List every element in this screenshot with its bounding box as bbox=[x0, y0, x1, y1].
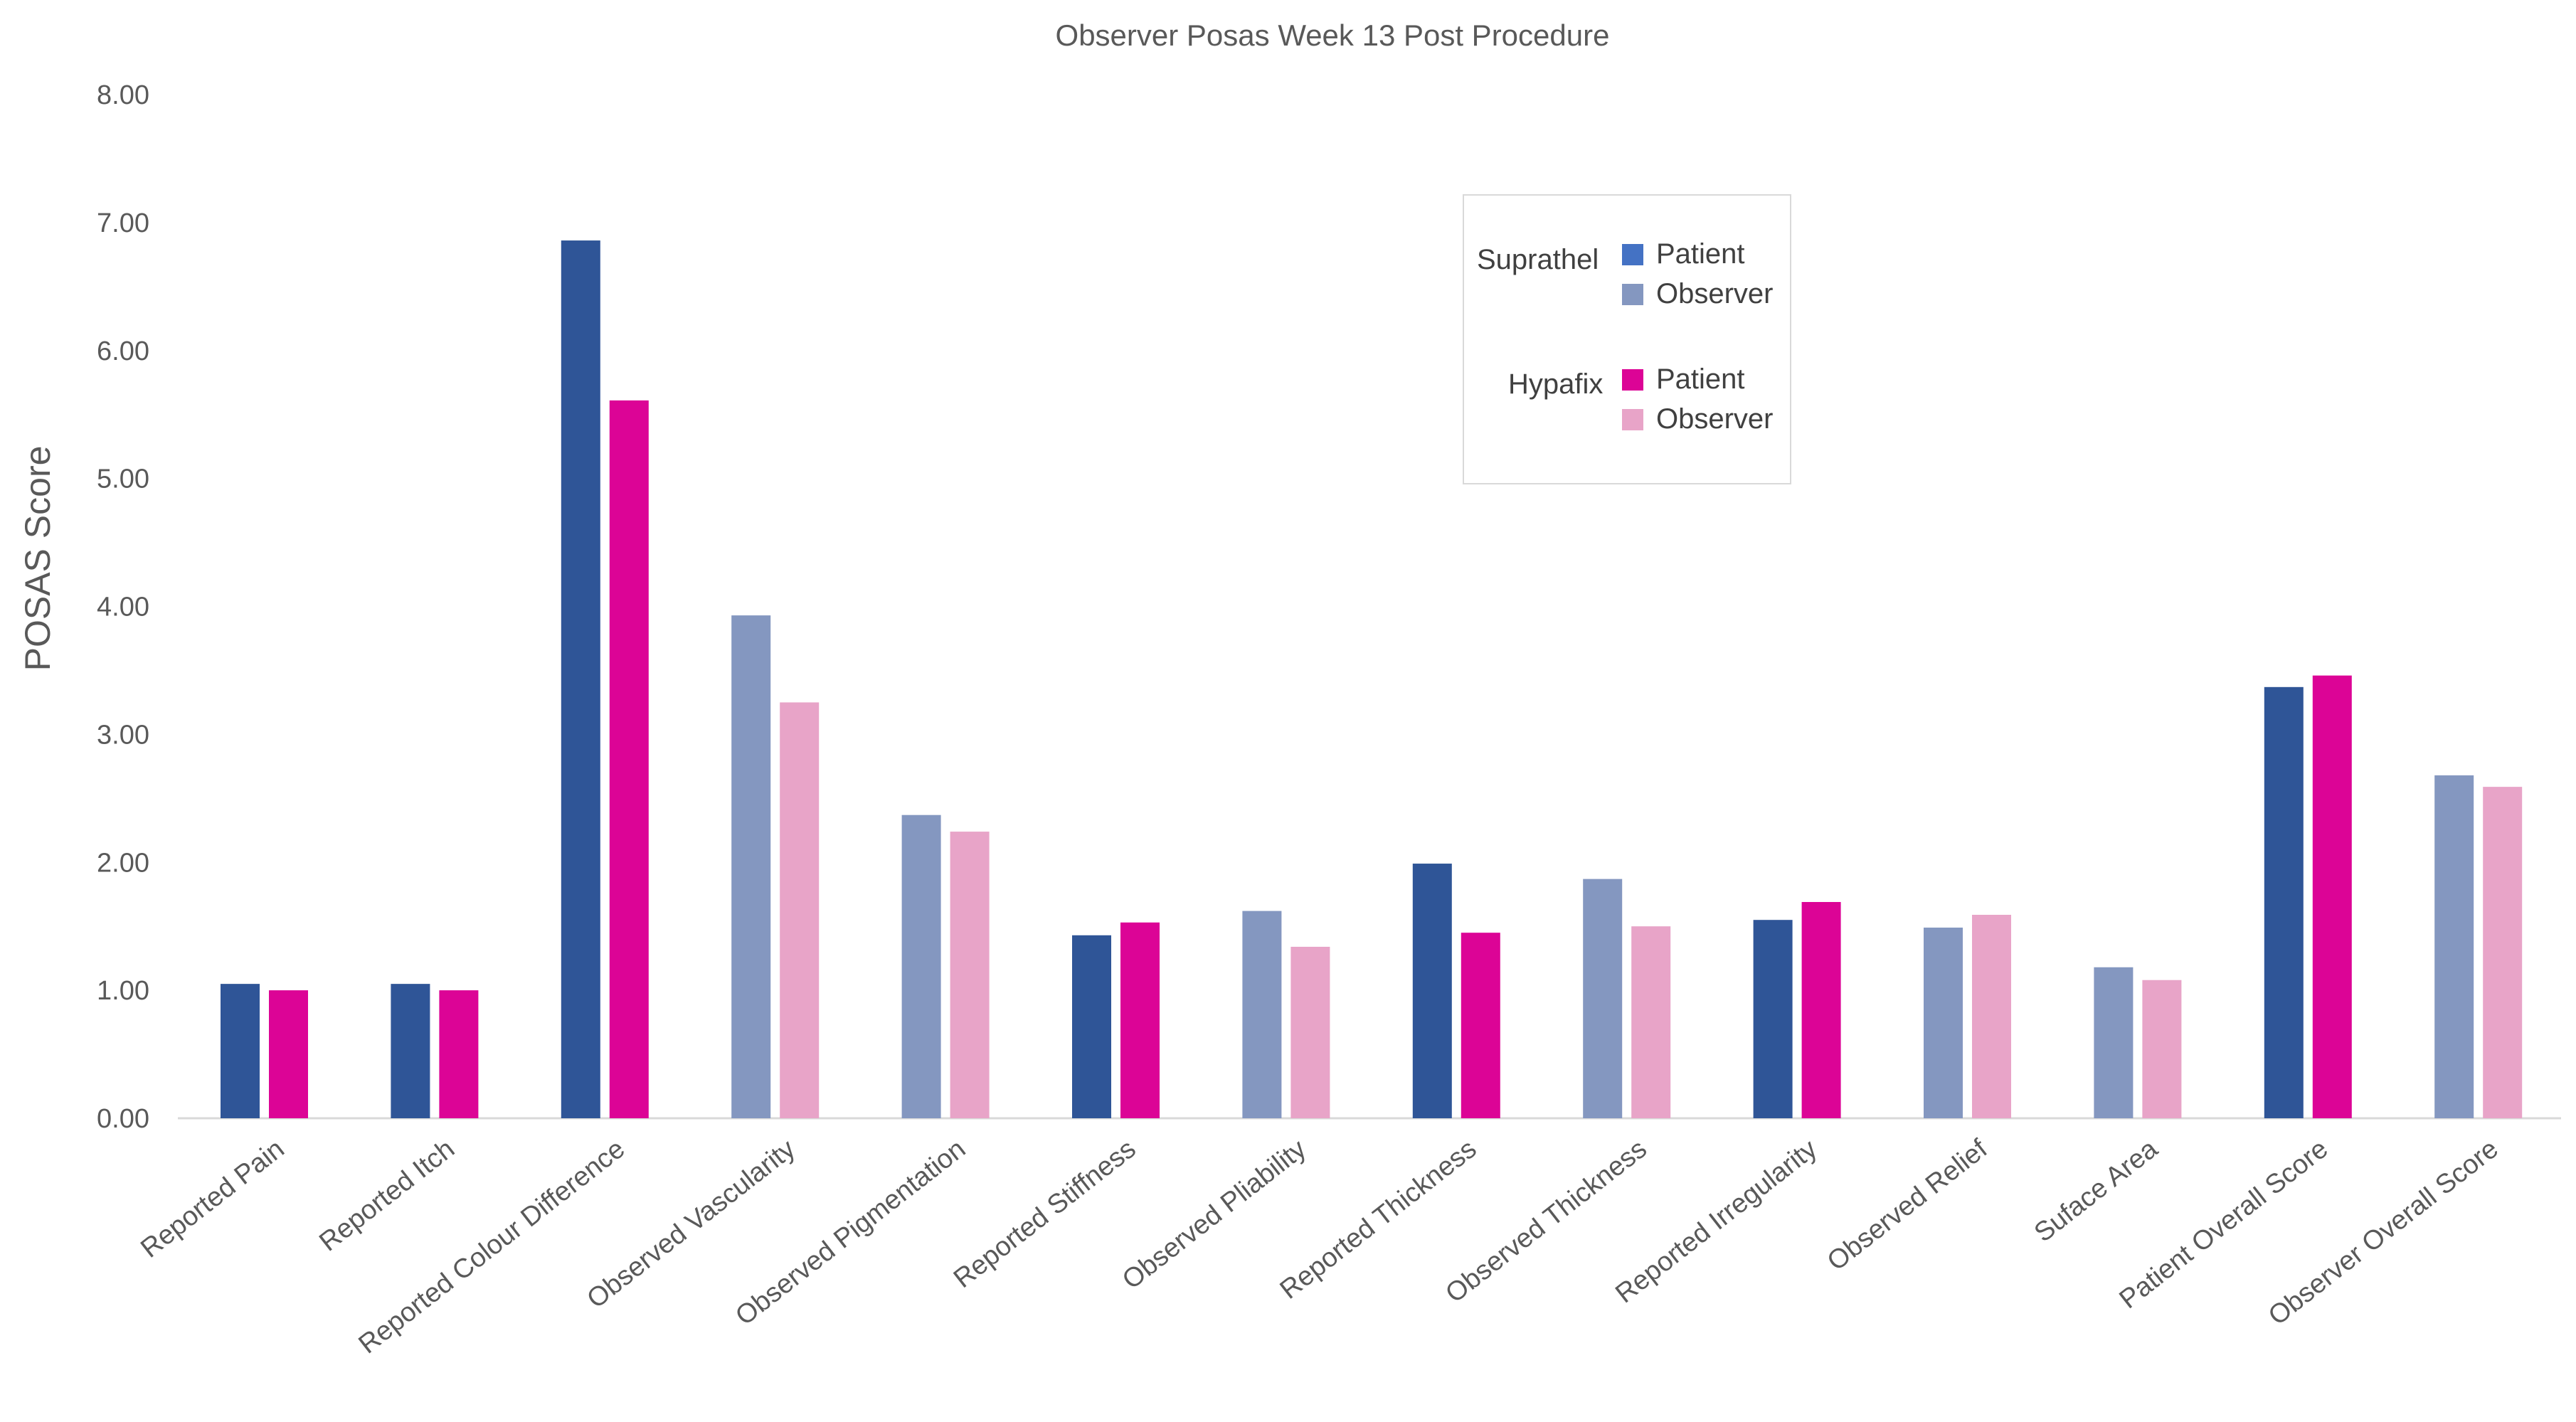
legend-entry-label: Observer bbox=[1656, 403, 1774, 435]
y-tick-label: 4.00 bbox=[97, 593, 149, 622]
legend-entry-label: Observer bbox=[1656, 278, 1774, 309]
bar-suprathel bbox=[1412, 864, 1452, 1118]
bar-suprathel bbox=[391, 984, 430, 1118]
legend-swatch bbox=[1622, 283, 1643, 305]
y-tick-label: 7.00 bbox=[97, 208, 149, 238]
x-tick-label: Reported Itch bbox=[314, 1134, 460, 1258]
x-tick-label: Observed Relief bbox=[1822, 1134, 1993, 1277]
bar-hypafix bbox=[439, 990, 479, 1118]
legend-swatch bbox=[1622, 368, 1643, 391]
bar-suprathel bbox=[561, 240, 600, 1118]
bar-suprathel bbox=[901, 815, 941, 1118]
bar-hypafix bbox=[1972, 914, 2011, 1118]
y-tick-label: 8.00 bbox=[97, 80, 149, 110]
y-tick-label: 1.00 bbox=[97, 976, 149, 1006]
bar-suprathel bbox=[731, 615, 771, 1118]
bar-hypafix bbox=[950, 832, 990, 1118]
bar-suprathel bbox=[2434, 775, 2474, 1118]
legend-entry: Patient bbox=[1622, 238, 1745, 270]
bar-hypafix bbox=[609, 400, 649, 1118]
y-tick-label: 0.00 bbox=[97, 1104, 149, 1134]
y-tick-label: 2.00 bbox=[97, 848, 149, 878]
legend-entry: Observer bbox=[1622, 278, 1774, 310]
bar-hypafix bbox=[2312, 675, 2352, 1118]
legend-entry: Observer bbox=[1622, 403, 1774, 435]
legend-swatch bbox=[1622, 408, 1643, 430]
bar-suprathel bbox=[221, 984, 260, 1118]
y-tick-label: 3.00 bbox=[97, 720, 149, 750]
legend-entry-label: Patient bbox=[1656, 364, 1745, 395]
bar-hypafix bbox=[269, 990, 308, 1118]
y-tick-label: 6.00 bbox=[97, 336, 149, 366]
bar-hypafix bbox=[1801, 902, 1841, 1118]
legend-group-label: Hypafix bbox=[1508, 368, 1604, 400]
legend-entry: Patient bbox=[1622, 364, 1745, 396]
chart-title: Observer Posas Week 13 Post Procedure bbox=[1056, 18, 1610, 52]
bar-hypafix bbox=[780, 702, 820, 1118]
legend: Suprathel Patient Observer Hypafix Patie… bbox=[1463, 194, 1791, 484]
bar-suprathel bbox=[1072, 935, 1111, 1118]
x-tick-label: Reported Stiffness bbox=[948, 1134, 1142, 1294]
x-tick-label: Reported Colour Difference bbox=[354, 1134, 631, 1359]
bar-hypafix bbox=[1290, 946, 1330, 1118]
x-tick-label: Reported Pain bbox=[135, 1134, 290, 1264]
bar-suprathel bbox=[1242, 911, 1282, 1118]
bar-hypafix bbox=[1120, 922, 1160, 1118]
x-tick-label: Suface Area bbox=[2029, 1133, 2164, 1248]
bar-suprathel bbox=[2094, 967, 2134, 1118]
legend-swatch bbox=[1622, 243, 1643, 265]
y-axis-label: POSAS Score bbox=[18, 446, 58, 672]
bar-hypafix bbox=[2483, 787, 2523, 1118]
bar-suprathel bbox=[1583, 879, 1623, 1118]
bar-hypafix bbox=[2142, 980, 2182, 1118]
bar-suprathel bbox=[1924, 927, 1963, 1118]
legend-entry-label: Patient bbox=[1656, 238, 1745, 270]
legend-group-label: Suprathel bbox=[1477, 244, 1599, 275]
y-tick-label: 5.00 bbox=[97, 465, 149, 494]
bar-suprathel bbox=[1753, 920, 1793, 1118]
bar-suprathel bbox=[2264, 686, 2304, 1118]
bar-hypafix bbox=[1461, 933, 1500, 1118]
x-tick-label: Observed Pliability bbox=[1117, 1134, 1312, 1295]
bar-hypafix bbox=[1631, 926, 1671, 1118]
